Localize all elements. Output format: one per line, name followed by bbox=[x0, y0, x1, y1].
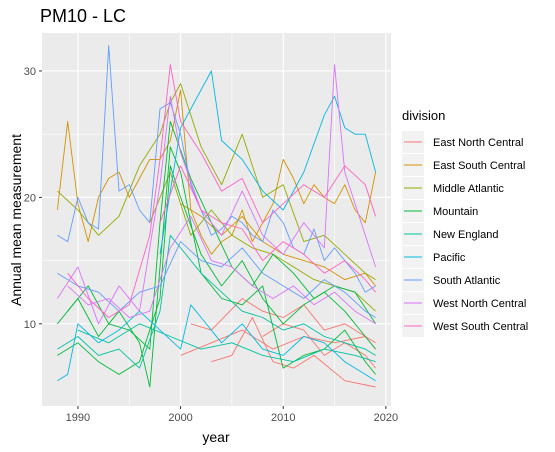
legend-label: South Atlantic bbox=[433, 275, 501, 287]
series-line-south-atlantic bbox=[57, 45, 376, 293]
x-axis-ticks: 1990 2000 2010 2020 bbox=[66, 406, 398, 424]
series-line-east-north-central bbox=[180, 329, 376, 356]
x-tick-label: 2010 bbox=[271, 412, 295, 424]
legend-label: East South Central bbox=[433, 160, 525, 172]
legend-label: New England bbox=[433, 229, 498, 241]
legend-label: Mountain bbox=[433, 206, 478, 218]
series-line-pacific bbox=[159, 70, 377, 255]
series-line-new-england bbox=[57, 234, 376, 369]
chart-title: PM10 - LC bbox=[40, 6, 126, 26]
legend-item-west-north-central: West North Central bbox=[402, 292, 526, 314]
x-tick-label: 2000 bbox=[168, 412, 192, 424]
legend-item-east-north-central: East North Central bbox=[402, 131, 523, 153]
series-line-west-north-central bbox=[67, 215, 376, 325]
series-line-pacific bbox=[57, 304, 376, 382]
legend-label: East North Central bbox=[433, 137, 523, 149]
x-tick-label: 2020 bbox=[374, 412, 398, 424]
legend-item-mountain: Mountain bbox=[402, 200, 478, 222]
legend-item-west-south-central: West South Central bbox=[402, 315, 528, 337]
y-tick-label: 30 bbox=[24, 66, 36, 78]
legend-item-pacific: Pacific bbox=[402, 246, 466, 268]
legend: division East North Central East South Ce… bbox=[402, 108, 528, 337]
legend-label: West South Central bbox=[433, 321, 528, 333]
series-line-mountain bbox=[57, 165, 376, 375]
legend-item-east-south-central: East South Central bbox=[402, 154, 525, 176]
legend-item-south-atlantic: South Atlantic bbox=[402, 269, 501, 291]
legend-item-middle-atlantic: Middle Atlantic bbox=[402, 177, 504, 199]
legend-label: West North Central bbox=[433, 298, 526, 310]
legend-label: Middle Atlantic bbox=[433, 183, 504, 195]
x-axis-label: year bbox=[202, 429, 230, 445]
grid-minor bbox=[42, 33, 391, 406]
series-line-west-south-central bbox=[159, 165, 376, 293]
legend-title: division bbox=[402, 108, 445, 123]
y-axis-ticks: 10 20 30 bbox=[24, 66, 42, 331]
legend-items: East North Central East South Central Midd… bbox=[402, 131, 528, 337]
y-tick-label: 20 bbox=[24, 192, 36, 204]
series-south-atlantic bbox=[57, 45, 376, 318]
series-layer bbox=[56, 45, 377, 388]
series-west-north-central bbox=[57, 64, 377, 325]
series-line-new-england bbox=[77, 323, 376, 363]
series-line-middle-atlantic bbox=[57, 83, 376, 280]
series-pacific bbox=[57, 70, 377, 382]
series-west-south-central bbox=[67, 64, 377, 318]
series-new-england bbox=[57, 234, 376, 369]
series-line-south-atlantic bbox=[57, 241, 376, 318]
series-line-west-north-central bbox=[57, 64, 377, 325]
y-axis-label: Annual mean measurement bbox=[8, 134, 24, 306]
series-line-east-north-central bbox=[190, 298, 376, 344]
series-line-east-north-central bbox=[211, 317, 376, 388]
y-tick-label: 10 bbox=[24, 319, 36, 331]
legend-label: Pacific bbox=[433, 252, 466, 264]
series-line-west-south-central bbox=[67, 64, 377, 318]
legend-item-new-england: New England bbox=[402, 223, 498, 245]
x-tick-label: 1990 bbox=[66, 412, 90, 424]
series-line-east-south-central bbox=[56, 89, 377, 255]
